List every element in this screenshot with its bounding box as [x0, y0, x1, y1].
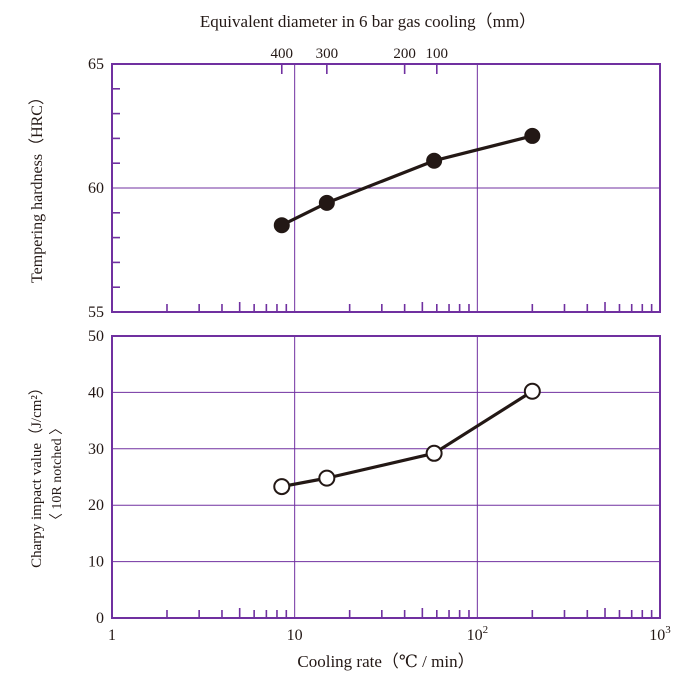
cooling-rate-tick-label: 103	[649, 624, 671, 644]
top-panel-gridlines	[112, 64, 660, 312]
hardness-point	[318, 194, 335, 211]
diameter-tick-label: 400	[271, 46, 294, 62]
hardness-tick-label: 60	[88, 180, 104, 197]
charpy-axis-sublabel: 〈 10R notched 〉	[49, 421, 65, 527]
charpy-tick-label: 10	[88, 554, 104, 571]
diameter-tick-label: 100	[426, 46, 449, 62]
cooling-rate-tick-label: 1	[108, 627, 116, 644]
cooling-rate-tick-label: 102	[467, 624, 489, 644]
hardness-point	[273, 217, 290, 234]
charpy-tick-label: 0	[96, 610, 104, 627]
charpy-series	[273, 382, 541, 496]
charpy-point	[273, 478, 291, 496]
charpy-tick-label: 40	[88, 384, 104, 401]
panel-frames	[111, 63, 661, 619]
top-panel-frame	[111, 63, 661, 313]
hardness-tick-label: 65	[88, 56, 104, 73]
cooling-rate-tick-label: 10	[287, 627, 303, 644]
top-axis-title: Equivalent diameter in 6 bar gas cooling…	[200, 12, 536, 31]
hardness-axis-label: Tempering hardness（HRC）	[28, 89, 46, 283]
diameter-tick-label: 300	[316, 46, 339, 62]
hardness-point	[426, 152, 443, 169]
bottom-panel-frame	[111, 335, 661, 619]
hardness-tick-label: 55	[88, 304, 104, 321]
charpy-line	[281, 389, 534, 489]
charpy-axis-label: Charpy impact value（J/cm²）	[28, 380, 45, 568]
diameter-tick-label: 200	[393, 46, 416, 62]
bottom-panel-gridlines	[112, 336, 660, 618]
axis-minor-ticks	[112, 64, 653, 618]
cooling-rate-axis-label: Cooling rate（℃ / min）	[297, 652, 474, 671]
charpy-point	[523, 382, 541, 400]
charpy-tick-label: 50	[88, 328, 104, 345]
charpy-point	[318, 469, 336, 487]
hardness-series	[273, 127, 541, 234]
charpy-tick-label: 20	[88, 497, 104, 514]
hardness-line	[281, 134, 533, 227]
hardness-point	[524, 127, 541, 144]
charpy-tick-label: 30	[88, 441, 104, 458]
charpy-point	[425, 444, 443, 462]
